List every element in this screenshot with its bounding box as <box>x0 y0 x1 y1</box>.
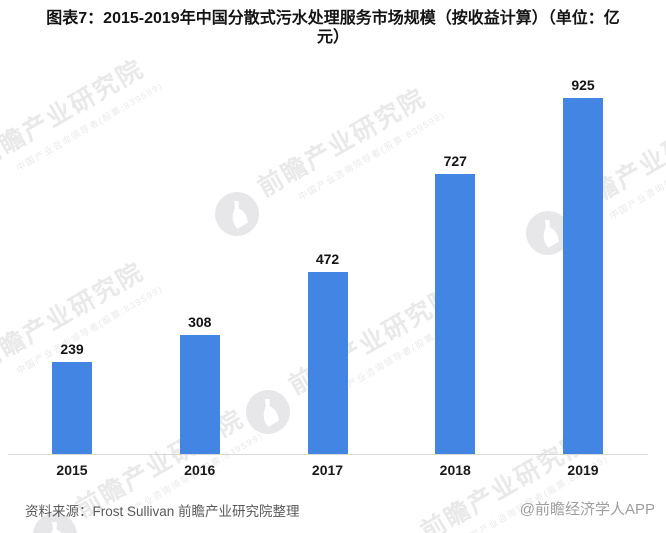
footer-credit: @前瞻经济学人APP <box>519 501 655 518</box>
plot-area: 239 2015 308 2016 472 2017 727 2018 925 2019 <box>8 60 656 480</box>
source-text: Frost Sullivan 前瞻产业研究院整理 <box>92 504 300 519</box>
x-axis-label: 2015 <box>56 462 88 478</box>
bar <box>179 335 220 454</box>
bar <box>52 362 92 454</box>
bar-value-label: 727 <box>443 153 467 169</box>
page-title-line1: 图表7：2015-2019年中国分散式污水处理服务市场规模（按收益计算）（单位：… <box>46 10 620 27</box>
page-title-line2: 元） <box>316 29 349 46</box>
page-title: 图表7：2015-2019年中国分散式污水处理服务市场规模（按收益计算）（单位：… <box>0 9 666 47</box>
bar-value-label: 925 <box>571 77 595 93</box>
x-axis-line <box>8 454 648 455</box>
x-axis-label: 2017 <box>311 462 344 478</box>
x-axis-label: 2018 <box>439 462 471 478</box>
qianzhan-logo-icon <box>370 528 430 533</box>
bar <box>307 272 348 454</box>
bar-value-label: 308 <box>188 314 212 330</box>
source-note: 资料来源：Frost Sullivan 前瞻产业研究院整理 <box>25 500 300 520</box>
source-label: 资料来源： <box>25 504 93 519</box>
bar <box>435 174 476 454</box>
x-axis-label: 2019 <box>567 462 599 478</box>
bar <box>563 98 603 454</box>
x-axis-label: 2016 <box>184 462 216 478</box>
bar-value-label: 239 <box>60 341 84 357</box>
bar-value-label: 472 <box>315 251 340 267</box>
